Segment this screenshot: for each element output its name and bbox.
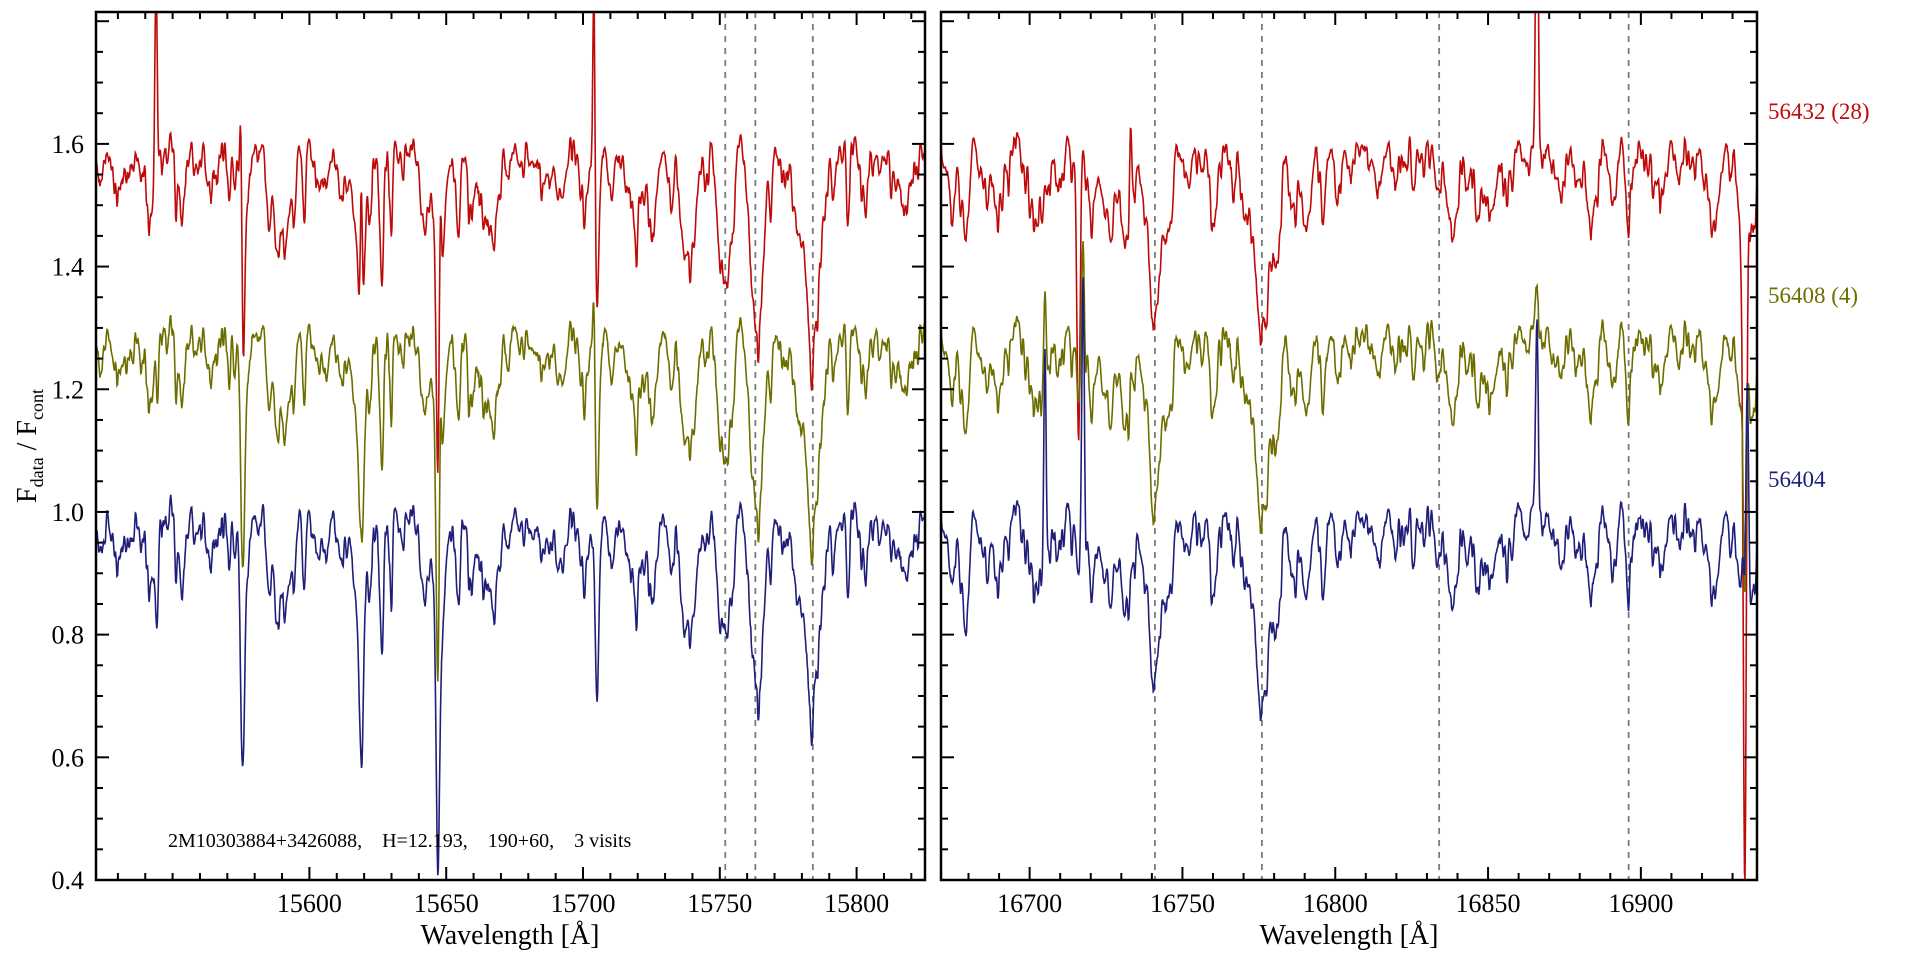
x-tick-label: 15750 — [687, 889, 752, 918]
x-tick-label: 16850 — [1456, 889, 1521, 918]
y-axis-label-f: F — [12, 487, 43, 503]
y-tick-label: 0.8 — [52, 621, 85, 650]
spectrum-line-56404 — [941, 277, 1757, 722]
spectrum-line-56432 — [941, 12, 1757, 880]
y-axis-label-sub-cont: cont — [27, 389, 47, 421]
x-tick-label: 15800 — [824, 889, 889, 918]
y-axis-label: Fdata / Fcont — [12, 389, 48, 503]
panel-1: 16700 16750 16800 16850 16900 — [939, 10, 1759, 918]
y-tick-label: 1.0 — [52, 498, 85, 527]
target-annotation: 2M10303884+3426088, H=12.193, 190+60, 3 … — [168, 830, 632, 852]
panel-0: 15600 15650 15700 15750 15800 0.4 0.6 0.8 1.0 1.2… — [52, 10, 927, 918]
y-tick-label: 0.6 — [52, 743, 85, 772]
y-tick-label: 1.6 — [52, 130, 85, 159]
x-tick-label: 15700 — [551, 889, 616, 918]
spectrum-line-56408 — [941, 241, 1757, 593]
series-label-56404: 56404 — [1768, 467, 1826, 493]
x-axis-label-right: Wavelength [Å] — [1259, 920, 1439, 951]
y-tick-label: 1.2 — [52, 375, 85, 404]
series-label-56432: 56432 (28) — [1768, 99, 1870, 125]
x-tick-label: 16900 — [1608, 889, 1673, 918]
spectrum-line-56408 — [96, 302, 925, 682]
x-tick-label: 15600 — [277, 889, 342, 918]
spectrum-line-56432 — [96, 12, 925, 473]
series-label-56408: 56408 (4) — [1768, 283, 1859, 309]
panel-border — [94, 10, 927, 882]
spectrum-line-56404 — [96, 494, 925, 876]
x-axis-label-left: Wavelength [Å] — [420, 920, 600, 951]
y-tick-label: 1.4 — [52, 253, 85, 282]
y-axis-label-sub-data: data — [27, 457, 47, 488]
x-tick-label: 16800 — [1303, 889, 1368, 918]
y-axis-label-sep: / F — [12, 420, 43, 458]
x-tick-label: 16750 — [1150, 889, 1215, 918]
x-tick-label: 15650 — [414, 889, 479, 918]
x-tick-label: 16700 — [997, 889, 1062, 918]
panel-border — [939, 10, 1759, 882]
y-tick-label: 0.4 — [52, 866, 85, 895]
